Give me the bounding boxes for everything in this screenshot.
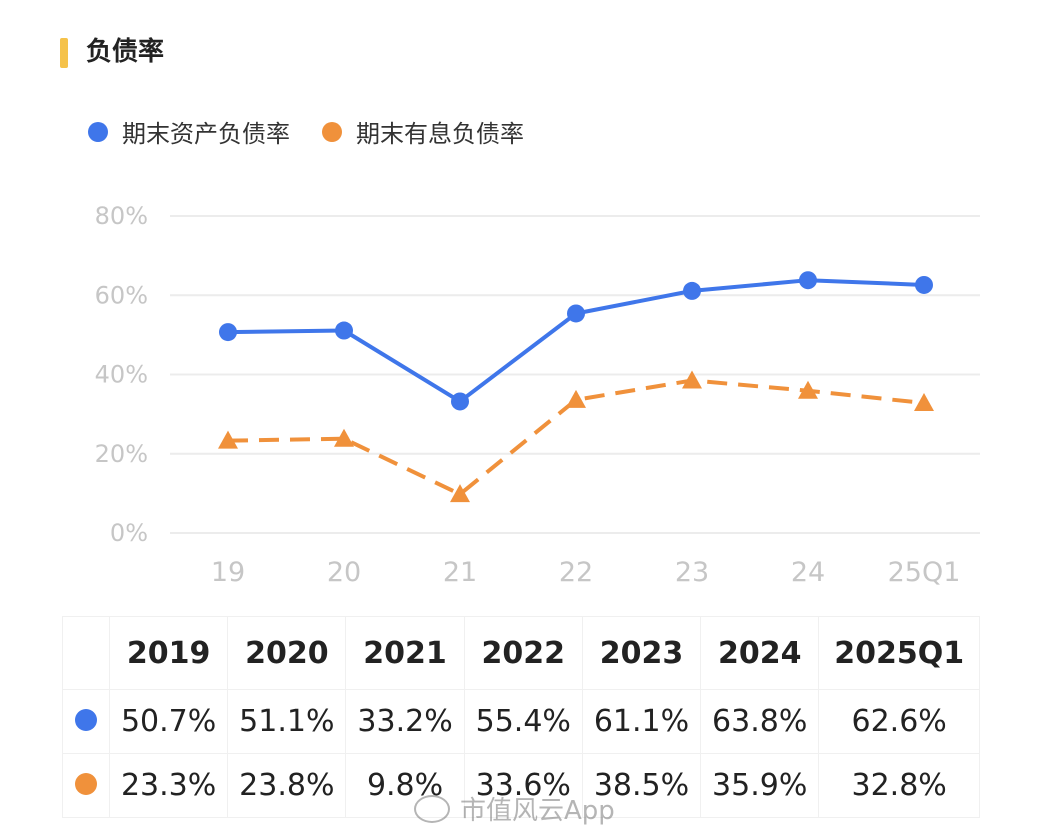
data-point: [683, 281, 701, 300]
table-header-cell: 2024: [700, 616, 820, 690]
table-cell: 51.1%: [227, 689, 347, 754]
data-point: [567, 304, 585, 323]
table-cell: 23.8%: [227, 753, 347, 818]
table-cell: 61.1%: [581, 689, 702, 754]
legend-label-interest-debt: 期末有息负债率: [356, 120, 524, 148]
data-point: [914, 393, 934, 412]
table-header-row: 2019 2020 2021 2022 2023 2024 2025Q1: [62, 616, 980, 690]
data-point: [451, 392, 469, 411]
chart-legend: 期末资产负债率 期末有息负债率: [88, 114, 556, 149]
x-tick-label: 21: [443, 557, 477, 588]
data-point: [334, 428, 354, 447]
x-tick-label: 23: [675, 557, 709, 588]
table-header-cell: 2025Q1: [818, 616, 980, 690]
data-point: [335, 321, 353, 340]
table-corner-cell: [62, 616, 110, 690]
weibo-icon: [414, 794, 450, 823]
table-header-cell: 2020: [227, 616, 347, 690]
table-header-cell: 2021: [345, 616, 465, 690]
x-tick-label: 24: [791, 557, 825, 588]
table-cell: 38.5%: [581, 753, 702, 818]
x-tick-label: 25Q1: [888, 557, 961, 588]
y-tick-label: 40%: [95, 361, 148, 389]
line-chart: 0% 20% 40% 60% 80% 19 20 21 22 23 24 25Q1: [95, 202, 980, 588]
data-point: [798, 380, 818, 399]
data-point: [682, 370, 702, 389]
data-point: [219, 323, 237, 342]
table-cell: 23.3%: [108, 753, 229, 818]
table-header-cell: 2022: [463, 616, 583, 690]
title-accent-bar: [60, 38, 68, 68]
watermark-text: 市值风云App: [460, 796, 615, 826]
table-cell: 35.9%: [700, 753, 820, 818]
series-line-1: [227, 278, 925, 404]
data-point: [566, 389, 586, 408]
legend-dot-interest-debt: [322, 121, 342, 142]
legend-dot-asset-debt: [88, 121, 108, 142]
data-point: [915, 275, 933, 294]
data-point: [218, 430, 238, 449]
series-dot-asset-debt: [75, 709, 97, 731]
table-header-cell: 2023: [581, 616, 702, 690]
table-header-cell: 2019: [108, 616, 229, 690]
table-row-marker: [62, 753, 110, 818]
page-title: 负债率: [86, 37, 165, 67]
table-row: 50.7% 51.1% 33.2% 55.4% 61.1% 63.8% 62.6…: [62, 689, 980, 754]
table-cell: 55.4%: [463, 689, 583, 754]
table-cell: 32.8%: [818, 753, 980, 818]
legend-item-asset-debt[interactable]: 期末资产负债率: [88, 114, 290, 149]
x-tick-label: 22: [559, 557, 593, 588]
table-cell: 62.6%: [818, 689, 980, 754]
y-tick-label: 80%: [95, 202, 148, 230]
legend-label-asset-debt: 期末资产负债率: [122, 120, 290, 148]
table-cell: 63.8%: [700, 689, 820, 754]
x-tick-label: 19: [211, 557, 245, 588]
data-point: [799, 271, 817, 290]
table-row-marker: [62, 689, 110, 754]
x-tick-label: 20: [327, 557, 361, 588]
data-table: 2019 2020 2021 2022 2023 2024 2025Q1 50.…: [62, 616, 980, 818]
table-cell: 50.7%: [108, 689, 229, 754]
legend-item-interest-debt[interactable]: 期末有息负债率: [322, 114, 524, 149]
y-tick-label: 60%: [95, 281, 148, 309]
y-tick-label: 20%: [95, 440, 148, 468]
table-cell: 33.2%: [345, 689, 465, 754]
y-tick-label: 0%: [110, 519, 148, 547]
data-point: [450, 484, 470, 503]
series-dot-interest-debt: [75, 773, 97, 795]
watermark: 市值风云App: [414, 790, 615, 827]
